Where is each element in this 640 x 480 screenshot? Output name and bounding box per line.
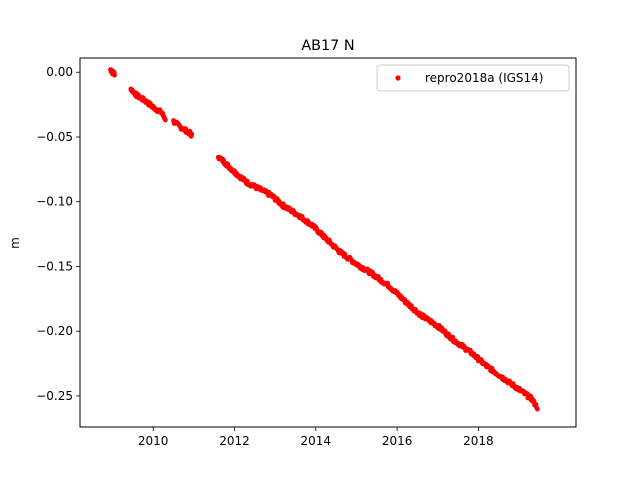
x-tick-label: 2010: [138, 434, 169, 448]
legend: repro2018a (IGS14): [376, 64, 570, 92]
x-ticks: 2010 2012 2014 2016 2018: [138, 427, 494, 448]
data-point: [531, 398, 537, 404]
legend-label: repro2018a (IGS14): [425, 71, 543, 85]
y-tick-label: −0.15: [36, 259, 73, 273]
y-axis-label: m: [8, 237, 22, 249]
data-point: [112, 72, 117, 78]
y-ticks: 0.00 −0.05 −0.10 −0.15 −0.20 −0.25: [36, 65, 80, 403]
y-tick-label: 0.00: [46, 65, 73, 79]
data-point: [162, 117, 168, 123]
y-tick-label: −0.10: [36, 195, 73, 209]
x-tick-label: 2012: [219, 434, 250, 448]
x-tick-label: 2016: [382, 434, 413, 448]
legend-marker: [395, 75, 401, 81]
data-points: [108, 67, 540, 412]
y-tick-label: −0.20: [36, 324, 73, 338]
legend-box: [376, 64, 570, 92]
data-point: [533, 402, 539, 407]
y-tick-label: −0.25: [36, 389, 73, 403]
x-tick-label: 2018: [463, 434, 494, 448]
data-point: [189, 131, 195, 137]
y-tick-label: −0.05: [36, 130, 73, 144]
plot-frame: [79, 57, 577, 428]
data-point: [534, 406, 540, 412]
x-tick-label: 2014: [301, 434, 332, 448]
chart-title: AB17 N: [301, 38, 354, 54]
